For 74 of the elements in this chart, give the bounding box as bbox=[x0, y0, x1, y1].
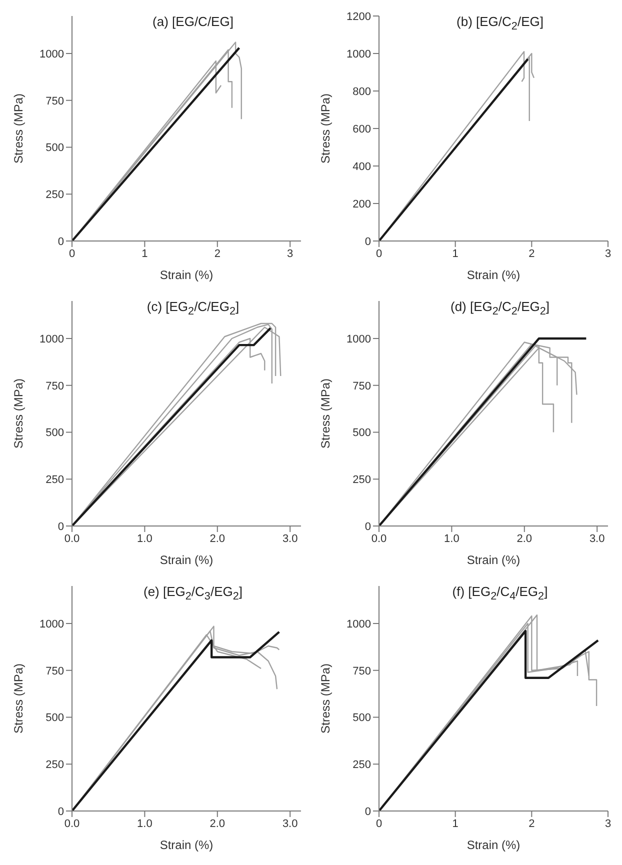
x-axis-title: Strain (%) bbox=[160, 838, 214, 852]
chart-title: (a) [EG/C/EG] bbox=[152, 14, 234, 29]
y-axis-title: Stress (MPa) bbox=[318, 378, 332, 449]
x-tick-label: 3.0 bbox=[282, 818, 298, 830]
x-tick-label: 0 bbox=[376, 248, 382, 260]
y-tick-label: 500 bbox=[46, 712, 64, 724]
x-tick-label: 3.0 bbox=[589, 532, 605, 545]
y-tick-label: 250 bbox=[46, 189, 64, 202]
y-tick-label: 1000 bbox=[346, 618, 371, 630]
chart-title: (c) [EG$_{2}$/C/EG$_{2}$] bbox=[146, 299, 240, 318]
x-axis-title: Strain (%) bbox=[466, 268, 520, 282]
x-tick-label: 3 bbox=[287, 248, 294, 260]
x-tick-label: 0 bbox=[68, 248, 76, 260]
y-tick-label: 0 bbox=[58, 520, 64, 533]
y-tick-label: 250 bbox=[352, 474, 371, 486]
y-axis-title: Stress (MPa) bbox=[11, 93, 26, 164]
x-tick-label: 2.0 bbox=[210, 818, 226, 830]
y-tick-label: 500 bbox=[46, 427, 64, 440]
y-tick-label: 0 bbox=[364, 520, 371, 533]
x-axis-title: Strain (%) bbox=[466, 553, 520, 567]
x-tick-label: 1 bbox=[452, 818, 458, 830]
y-tick-label: 600 bbox=[352, 123, 371, 136]
x-tick-label: 0 bbox=[376, 818, 382, 830]
y-tick-label: 500 bbox=[46, 142, 64, 154]
x-tick-label: 0.0 bbox=[64, 818, 80, 830]
x-tick-label: 3 bbox=[604, 248, 612, 260]
x-tick-label: 0.0 bbox=[371, 532, 387, 545]
y-tick-label: 200 bbox=[352, 198, 371, 210]
y-tick-label: 0 bbox=[58, 236, 64, 248]
y-tick-label: 1000 bbox=[40, 618, 64, 630]
y-tick-label: 1000 bbox=[346, 333, 371, 346]
chart-title: (b) [EG/C$_{2}$/EG] bbox=[456, 14, 544, 33]
x-tick-label: 3.0 bbox=[282, 532, 298, 545]
y-tick-label: 750 bbox=[46, 380, 64, 392]
x-tick-label: 1.0 bbox=[444, 532, 460, 545]
x-tick-label: 2 bbox=[528, 248, 535, 260]
y-tick-label: 500 bbox=[352, 427, 371, 440]
y-tick-label: 750 bbox=[46, 665, 64, 678]
y-tick-label: 1200 bbox=[346, 10, 371, 23]
x-tick-label: 1.0 bbox=[137, 818, 152, 830]
chart-title: (f) [EG$_{2}$/C$_{4}$/EG$_{2}$] bbox=[451, 584, 549, 603]
y-tick-label: 0 bbox=[364, 236, 371, 248]
y-tick-label: 750 bbox=[352, 665, 371, 678]
x-axis-title: Strain (%) bbox=[466, 838, 520, 852]
x-axis-title: Strain (%) bbox=[160, 268, 214, 282]
y-tick-label: 250 bbox=[352, 759, 371, 772]
y-tick-label: 1000 bbox=[40, 48, 64, 60]
y-axis-title: Stress (MPa) bbox=[318, 93, 332, 164]
x-tick-label: 2 bbox=[214, 248, 220, 260]
x-tick-label: 2.0 bbox=[516, 532, 532, 545]
y-tick-label: 1000 bbox=[346, 48, 371, 60]
x-tick-label: 1 bbox=[452, 248, 458, 260]
y-axis-title: Stress (MPa) bbox=[11, 378, 26, 449]
x-tick-label: 1 bbox=[142, 248, 148, 260]
x-tick-label: 2.0 bbox=[210, 532, 226, 545]
y-tick-label: 250 bbox=[46, 474, 64, 486]
y-tick-label: 1000 bbox=[40, 333, 64, 346]
x-tick-label: 0.0 bbox=[64, 532, 80, 545]
y-tick-label: 0 bbox=[364, 806, 371, 818]
y-tick-label: 750 bbox=[46, 95, 64, 108]
y-tick-label: 400 bbox=[352, 160, 371, 173]
x-tick-label: 1.0 bbox=[137, 532, 152, 545]
chart-title: (e) [EG$_{2}$/C$_{3}$/EG$_{2}$] bbox=[142, 584, 244, 603]
y-axis-title: Stress (MPa) bbox=[11, 663, 26, 734]
y-tick-label: 0 bbox=[58, 806, 64, 818]
y-tick-label: 750 bbox=[352, 380, 371, 392]
y-tick-label: 250 bbox=[46, 759, 64, 772]
chart-title: (d) [EG$_{2}$/C$_{2}$/EG$_{2}$] bbox=[449, 299, 551, 318]
x-tick-label: 2 bbox=[528, 818, 535, 830]
x-tick-label: 3 bbox=[604, 818, 612, 830]
y-axis-title: Stress (MPa) bbox=[318, 663, 332, 734]
x-axis-title: Strain (%) bbox=[160, 553, 214, 567]
y-tick-label: 800 bbox=[352, 86, 371, 98]
y-tick-label: 500 bbox=[352, 712, 371, 724]
